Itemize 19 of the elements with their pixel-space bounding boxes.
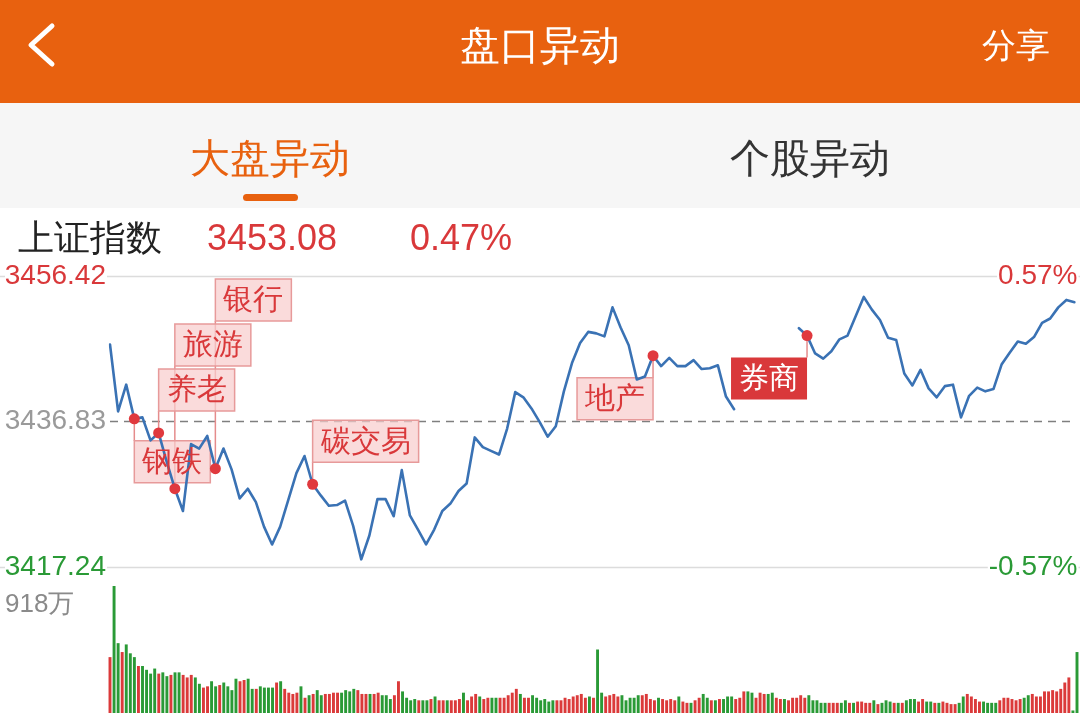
annotation: 碳交易 (319, 423, 411, 457)
annotation: 旅游 (182, 327, 243, 361)
text: 大盘异动 (190, 135, 350, 182)
annotation: 券商 (739, 360, 800, 394)
annotation: 地产 (584, 380, 646, 414)
text: 918万 (5, 588, 75, 620)
y-tick-label: 3417.24 (4, 549, 106, 581)
y-tick-label: 3436.83 (4, 404, 106, 436)
y2-tick-label: -0.57% (988, 549, 1078, 581)
text: 个股异动 (730, 135, 890, 182)
annotation: 养老 (166, 372, 227, 406)
y-tick-label: 3456.42 (4, 258, 106, 290)
y2-tick-label: 0.57% (998, 258, 1078, 290)
text: 0.47% (410, 216, 513, 260)
chart-title: 上证指数 (18, 216, 162, 260)
text: 盘口异动 (460, 22, 620, 69)
text: 分享 (982, 24, 1050, 66)
annotation: 银行 (222, 282, 284, 316)
text: 3453.08 (207, 216, 338, 260)
